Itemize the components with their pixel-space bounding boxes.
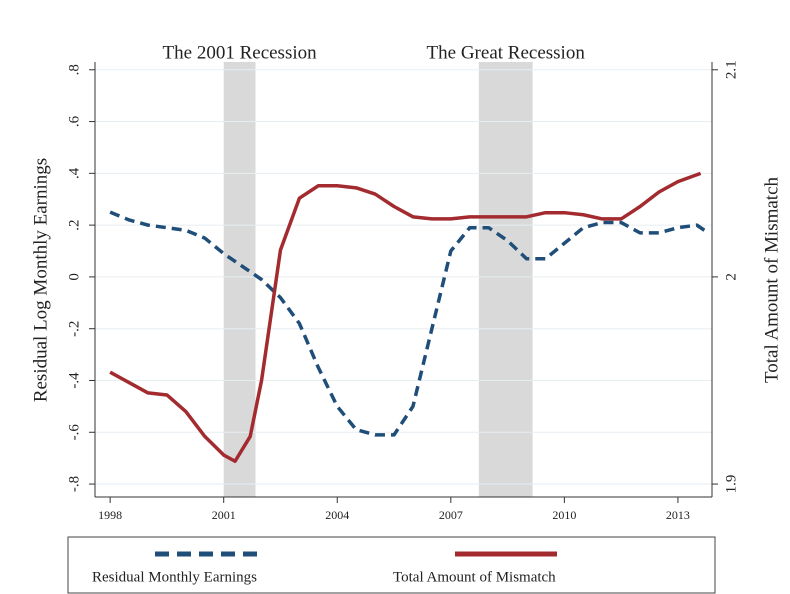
y2-tick-label: 2 [723, 273, 739, 281]
x-tick-label: 2001 [212, 508, 236, 522]
legend-label: Total Amount of Mismatch [393, 569, 556, 585]
x-tick-label: 2010 [552, 508, 576, 522]
y2-axis-label: Total Amount of Mismatch [761, 176, 782, 383]
x-tick-label: 2004 [325, 508, 349, 522]
y2-tick-label: 1.9 [723, 475, 739, 494]
y-tick-label: 0 [66, 273, 82, 281]
y-tick-label: -.2 [66, 321, 82, 337]
y-tick-label: .4 [66, 167, 82, 179]
y-tick-label: .8 [66, 64, 82, 75]
y-tick-label: -.4 [66, 372, 82, 389]
annotation: The 2001 Recession [163, 42, 318, 63]
annotation: The Great Recession [427, 42, 586, 63]
recession-band [478, 62, 533, 497]
y-tick-label: .2 [66, 220, 82, 231]
y2-tick-label: 2.1 [723, 60, 739, 79]
y-tick-label: .6 [66, 115, 82, 127]
x-tick-label: 1998 [98, 508, 122, 522]
recession-band [223, 62, 256, 497]
x-tick-label: 2013 [666, 508, 690, 522]
series-line [109, 171, 702, 464]
legend-label: Residual Monthly Earnings [92, 569, 257, 585]
series-line [109, 210, 706, 437]
legend-box [67, 536, 716, 594]
x-tick-label: 2007 [439, 508, 463, 522]
y-tick-label: -.8 [66, 476, 82, 492]
y-tick-label: -.6 [66, 424, 82, 441]
y-axis-label: Residual Log Monthly Earnings [30, 158, 51, 402]
